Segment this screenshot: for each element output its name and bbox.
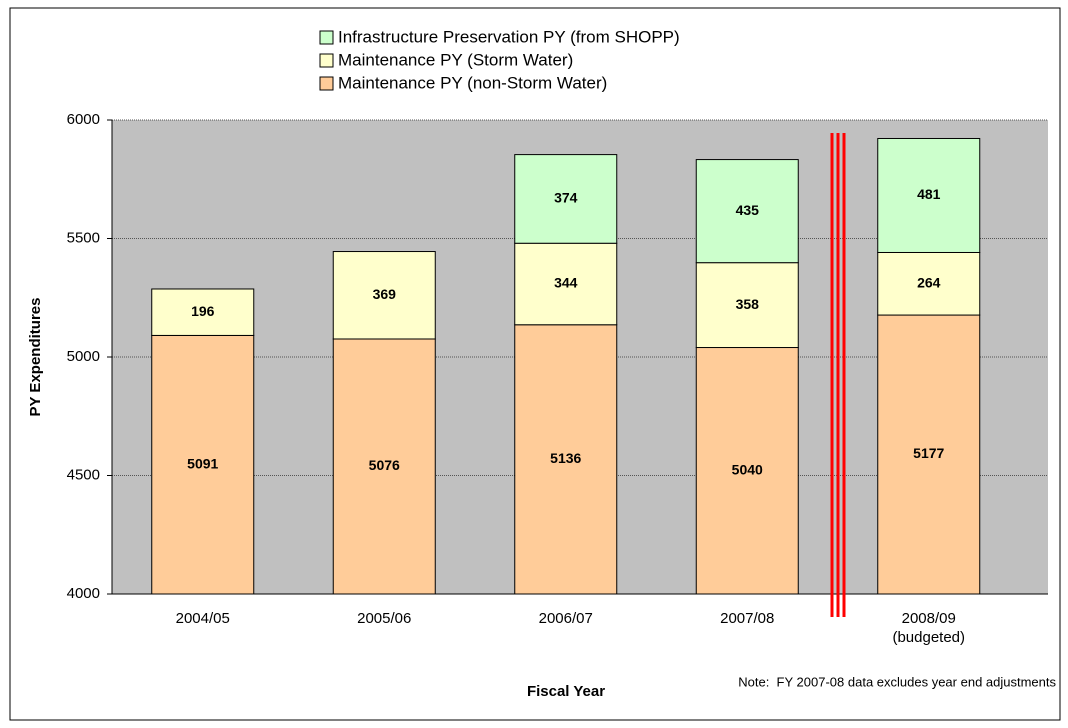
x-tick-label: 2008/09 (budgeted) [892,610,966,646]
bar-segment [877,314,981,595]
y-tick-label: 6000 [67,111,100,128]
data-label: 5076 [369,457,400,473]
x-tick-label: 2005/06 [357,610,412,627]
bar-segment [877,137,981,253]
data-label: 196 [191,303,215,319]
separator [830,133,846,617]
legend-swatch [319,53,334,68]
data-label: 5091 [187,455,218,471]
legend-label: Infrastructure Preservation PY (from SHO… [338,27,680,46]
data-label: 5136 [550,450,581,466]
bar-segment [151,334,255,595]
x-tick-label: 2006/07 [538,610,593,627]
legend-swatch [319,76,334,91]
x-tick-label: 2007/08 [720,610,775,627]
y-tick-label: 5000 [67,348,100,365]
bar-segment [332,338,436,595]
bar-segment [514,154,618,244]
y-tick-label: 5500 [67,229,100,246]
legend-swatch [319,30,334,45]
data-label: 358 [736,296,760,312]
y-tick-label: 4500 [67,466,100,483]
bar-segment [695,159,799,264]
bar-segment [514,324,618,595]
data-label: 435 [736,202,760,218]
note: Note: FY 2007-08 data excludes year end … [738,674,1056,689]
x-axis-title: Fiscal Year [527,683,605,700]
y-axis-title: PY Expenditures [27,298,44,417]
bar-segment [332,251,436,340]
bar-segment [514,242,618,326]
bar-segment [695,262,799,349]
data-label: 481 [917,186,941,202]
bar-segment [877,251,981,316]
legend-label: Maintenance PY (Storm Water) [338,50,573,69]
data-label: 344 [554,275,578,291]
legend-label: Maintenance PY (non-Storm Water) [338,73,607,92]
bar-segment [695,347,799,595]
y-tick-label: 4000 [67,585,100,602]
data-label: 369 [373,286,397,302]
data-label: 264 [917,274,941,290]
data-label: 5040 [732,461,763,477]
data-label: 374 [554,190,578,206]
data-label: 5177 [913,445,944,461]
x-tick-label: 2004/05 [175,610,230,627]
bar-segment [151,288,255,336]
